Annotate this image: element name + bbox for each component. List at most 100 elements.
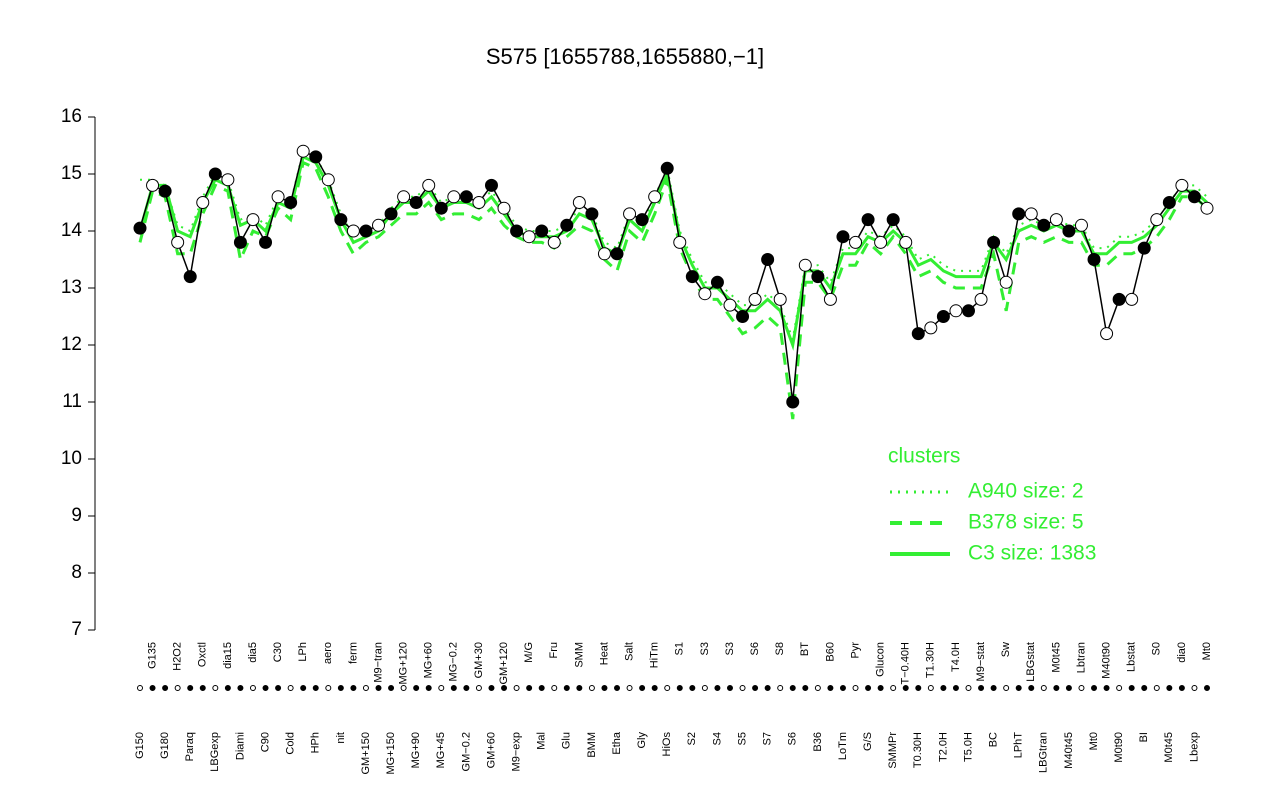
x-tick-label: Paraq (184, 732, 196, 761)
x-tick-label: S0 (1151, 642, 1163, 655)
x-tick-label: GM+120 (498, 642, 510, 685)
sample-dot (350, 685, 357, 691)
x-tick-label: GM+150 (360, 732, 372, 775)
x-tick-label: MG+150 (385, 732, 397, 775)
sample-point (1100, 327, 1114, 341)
sample-point (459, 190, 473, 204)
x-tick-label: BC (988, 732, 1000, 747)
sample-dot (915, 685, 922, 691)
sample-point (773, 292, 787, 306)
sample-dot (1204, 685, 1210, 691)
x-tick-label: Oxctl (197, 642, 209, 667)
sample-point (309, 150, 323, 164)
sample-point (736, 310, 750, 323)
sample-point (1175, 178, 1189, 192)
sample-point (648, 190, 662, 204)
sample-dot (425, 685, 432, 691)
x-tick-label: S5 (736, 732, 748, 745)
sample-point (560, 218, 574, 232)
x-tick-label: T0.30H (912, 732, 924, 768)
x-tick-label: B36 (812, 732, 824, 752)
x-tick-label: BT (799, 642, 811, 656)
x-tick-label: Mal (536, 732, 548, 750)
sample-dot (1116, 685, 1123, 691)
x-tick-label: HiOs (661, 732, 673, 757)
x-tick-label: HPh (310, 732, 322, 753)
sample-point (296, 144, 310, 158)
x-tick-label: Salt (623, 642, 635, 661)
sample-dot (588, 685, 595, 691)
x-tick-label: T4.0H (950, 642, 962, 672)
sample-dot (1053, 685, 1060, 691)
x-tick-label: S1 (674, 642, 686, 655)
sample-point (233, 235, 247, 249)
sample-point (585, 207, 599, 221)
sample-point (761, 253, 775, 266)
sample-point (434, 201, 448, 215)
sample-point (572, 196, 586, 209)
sample-point (522, 230, 536, 244)
x-tick-label: GM+30 (473, 642, 485, 678)
x-tick-label: HiTm (649, 642, 661, 668)
x-tick-label: LBGexp (209, 732, 221, 772)
y-tick-label: 9 (71, 505, 82, 526)
sample-dot (865, 685, 872, 691)
sample-point (409, 196, 423, 209)
sample-dot (802, 685, 809, 691)
x-tick-label: M/G (523, 642, 535, 663)
sample-point (861, 213, 875, 227)
sample-dot (287, 685, 294, 691)
sample-point (710, 275, 724, 289)
sample-dot (626, 685, 633, 691)
sample-dot (513, 685, 520, 691)
x-tick-label: ferm (347, 642, 359, 664)
x-tick-label: LoTm (837, 732, 849, 760)
x-tick-label: S8 (774, 642, 786, 655)
x-tick-label: M9−tran (372, 642, 384, 683)
sample-dot (877, 685, 884, 691)
x-tick-label: G180 (159, 732, 171, 759)
sample-dot (563, 685, 570, 691)
sample-point (798, 258, 812, 272)
sample-dot (149, 685, 156, 691)
sample-dot (1153, 685, 1160, 691)
sample-dot (312, 685, 319, 691)
sample-dot (501, 685, 508, 691)
x-tick-label: S4 (711, 732, 723, 745)
sample-dot (940, 685, 947, 691)
sample-dot (1003, 685, 1010, 691)
sample-point (1187, 190, 1201, 204)
sample-point (171, 235, 185, 249)
sample-dot (137, 685, 143, 691)
sample-point (510, 224, 524, 238)
sample-dot (187, 685, 194, 691)
x-tick-label: dia15 (222, 642, 234, 669)
sample-point (146, 178, 160, 192)
cluster-line (140, 149, 1208, 344)
sample-point (1074, 218, 1088, 232)
sample-point (384, 207, 398, 221)
sample-point (836, 230, 850, 244)
x-tick-label: H2O2 (172, 642, 184, 671)
x-tick-label: T1.30H (925, 642, 937, 678)
sample-line (139, 150, 1208, 403)
sample-point (221, 173, 235, 187)
sample-point (597, 247, 611, 261)
sample-point (271, 190, 285, 204)
sample-dot (400, 685, 407, 691)
sample-dot (1091, 685, 1098, 691)
sample-dot (1040, 685, 1047, 691)
sample-dot (375, 685, 382, 691)
x-tick-label: S6 (787, 732, 799, 745)
x-tick-label: LPh (297, 642, 309, 662)
sample-point (698, 287, 712, 301)
sample-dot (526, 685, 533, 691)
sample-dot (576, 685, 583, 691)
y-tick-label: 11 (62, 391, 82, 412)
sample-point (208, 167, 222, 181)
sample-point (472, 196, 486, 209)
x-tick-label: S6 (749, 642, 761, 655)
x-tick-label: B60 (824, 642, 836, 662)
x-tick-label: M0t45 (1050, 642, 1062, 673)
x-tick-label: Mt0 (1201, 642, 1213, 660)
